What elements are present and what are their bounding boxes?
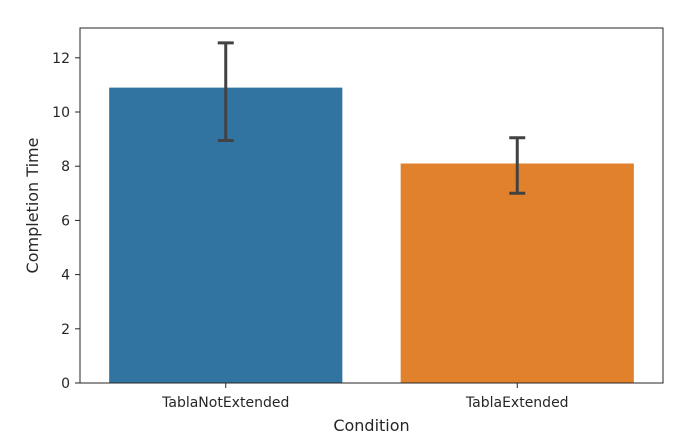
y-axis-ticks: 0 2 4 6 8 10 12 [52,51,80,392]
x-axis-label: Condition [333,416,409,435]
y-tick-label: 8 [61,159,70,175]
bars-layer [109,87,634,384]
x-axis-ticks: TablaNotExtended TablaExtended [161,383,569,411]
x-tick-label: TablaNotExtended [161,395,289,411]
plot-frame [79,27,664,384]
y-tick-label: 10 [52,105,70,121]
x-tick-label: TablaExtended [465,395,569,411]
error-bars-layer [217,41,526,195]
y-axis-label: Completion Time [23,138,42,274]
y-tick-label: 0 [61,376,70,392]
y-tick-label: 12 [52,51,70,67]
y-tick-label: 2 [61,322,70,338]
y-tick-label: 4 [61,268,70,284]
bar-TablaExtended [400,163,634,383]
y-tick-label: 6 [61,213,70,229]
